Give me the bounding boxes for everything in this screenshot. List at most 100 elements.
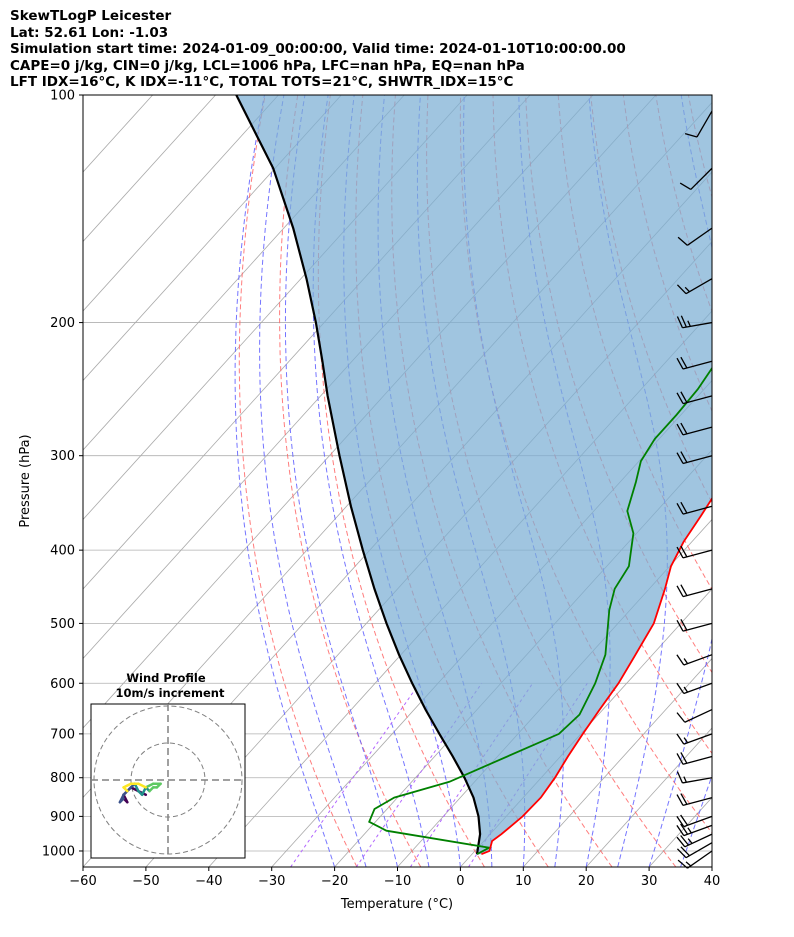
wind-barb — [676, 654, 713, 666]
barb-half-flag — [683, 658, 689, 664]
wind-barb — [677, 850, 713, 869]
wind-barb — [676, 833, 713, 848]
chart-header: SkewTLogP Leicester Lat: 52.61 Lon: -1.0… — [10, 8, 626, 91]
barb-flag — [680, 793, 688, 805]
barb-flag — [676, 712, 686, 723]
barb-flag — [676, 825, 685, 837]
barb-half-flag — [687, 838, 693, 844]
barb-staff — [684, 833, 713, 848]
hodograph-segment — [122, 782, 133, 789]
barb-staff — [682, 549, 713, 559]
isotherm-line — [83, 95, 216, 243]
wind-barb — [677, 227, 713, 246]
parcel-line — [235, 95, 482, 855]
x-tick-label: −40 — [195, 874, 222, 889]
dry-adiabat — [317, 95, 485, 867]
barb-flag — [680, 451, 688, 463]
barb-half-flag — [687, 827, 692, 834]
y-tick-label: 300 — [50, 449, 75, 464]
wind-barb — [679, 167, 713, 191]
barb-flag — [676, 836, 686, 848]
wind-barb — [676, 422, 713, 436]
barb-flag — [677, 236, 688, 246]
barb-staff — [682, 395, 713, 405]
isotherm-line — [83, 95, 279, 312]
temperature-line — [481, 496, 712, 856]
dry-adiabat — [721, 95, 794, 867]
dewpoint-line — [368, 366, 712, 855]
barb-flag — [676, 423, 684, 436]
wind-barb — [676, 501, 713, 515]
wind-barb — [676, 356, 713, 370]
wind-barb — [676, 584, 713, 598]
wind-barb — [676, 842, 713, 859]
barb-staff — [683, 815, 713, 828]
barb-staff — [682, 360, 713, 370]
barb-flag — [676, 284, 687, 295]
wind-barb — [676, 451, 713, 465]
barb-half-flag — [684, 286, 690, 293]
hodograph-segment — [122, 786, 129, 793]
barb-flag — [676, 357, 684, 370]
wind-barb — [676, 752, 713, 765]
x-tick-label: −10 — [384, 874, 411, 889]
barb-staff — [682, 455, 713, 465]
location-line: Lat: 52.61 Lon: -1.03 — [10, 24, 169, 41]
barb-staff — [690, 167, 713, 190]
y-tick-label: 1000 — [42, 844, 75, 859]
barb-staff — [687, 850, 713, 869]
moist-adiabat — [234, 95, 336, 867]
cape-line: CAPE=0 j/kg, CIN=0 j/kg, LCL=1006 hPa, L… — [10, 57, 525, 74]
hodograph-plot — [91, 704, 245, 858]
x-tick-label: −50 — [132, 874, 159, 889]
axis-ticks: −60 −50 −40 −30 −20 −10 0 10 20 30 40 100 200 300 400 5… — [42, 89, 720, 890]
barb-flag — [679, 182, 692, 191]
moist-adiabat — [284, 95, 398, 867]
wind-barb — [676, 771, 713, 784]
x-axis-label: Temperature (°C) — [340, 897, 453, 912]
y-tick-label: 600 — [50, 677, 75, 692]
wind-barbs — [676, 110, 713, 869]
hodograph-subtitle: 10m/s increment — [116, 686, 225, 700]
y-tick-label: 500 — [50, 617, 75, 632]
barb-flag — [676, 452, 684, 464]
barb-staff — [682, 796, 713, 807]
barb-staff — [682, 777, 713, 784]
hodograph-segment — [137, 782, 148, 789]
barb-staff — [683, 682, 713, 695]
x-tick-label: 30 — [641, 874, 658, 889]
barb-flag — [680, 422, 688, 435]
cin-shade — [236, 95, 712, 855]
barb-flag — [680, 835, 689, 846]
x-tick-label: 40 — [704, 874, 721, 889]
wind-barb — [676, 278, 713, 295]
barb-flag — [676, 816, 685, 828]
isotherm-line — [83, 95, 405, 451]
barb-flag — [676, 392, 684, 404]
wind-barb — [676, 545, 713, 559]
barb-staff — [683, 824, 713, 837]
barb-flag — [680, 315, 687, 328]
barb-half-flag — [683, 686, 689, 693]
barb-staff — [684, 708, 713, 723]
moist-adiabat — [680, 774, 712, 867]
dry-adiabat — [279, 95, 422, 867]
barb-staff — [682, 426, 713, 436]
barb-flag — [680, 846, 690, 857]
wind-barb — [684, 110, 713, 138]
moist-adiabat — [711, 865, 712, 867]
barb-flag — [680, 501, 688, 514]
y-tick-label: 700 — [50, 727, 75, 742]
barb-flag — [680, 545, 688, 558]
moist-adiabat — [648, 95, 712, 867]
barb-flag — [680, 356, 688, 369]
moist-adiabat — [312, 95, 430, 867]
barb-flag — [676, 682, 685, 694]
barb-half-flag — [683, 776, 687, 783]
wind-barb — [676, 708, 713, 723]
barb-staff — [683, 733, 713, 745]
barb-flag — [676, 753, 684, 765]
barb-staff — [682, 755, 713, 765]
hodograph-inset — [90, 703, 246, 859]
